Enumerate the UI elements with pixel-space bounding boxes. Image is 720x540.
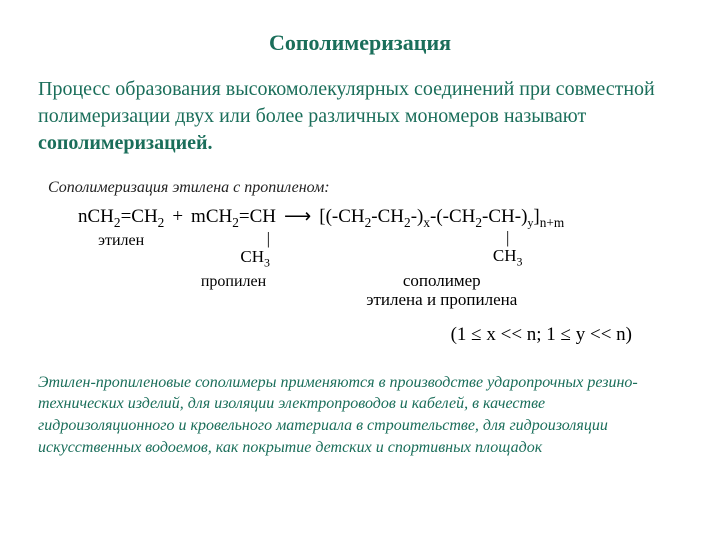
reaction-subtitle: Сополимеризация этилена с пропиленом:: [48, 179, 682, 197]
constraint-text: (1 ≤ x << n; 1 ≤ y << n): [38, 324, 632, 346]
reaction-equation: nCH2=CH2 этилен + mCH2=CH | CH3 пропилен…: [78, 207, 682, 310]
definition-text: Процесс образования высокомолекулярных с…: [38, 76, 682, 157]
page-title: Сополимеризация: [38, 30, 682, 56]
plus-sign: +: [172, 207, 183, 228]
slide: Сополимеризация Процесс образования высо…: [0, 0, 720, 540]
product-label: сополимер этилена и пропилена: [319, 271, 564, 310]
propylene-label: пропилен: [191, 271, 276, 291]
reaction-arrow: ⟶: [284, 207, 311, 228]
application-text: Этилен-пропиленовые сополимеры применяют…: [38, 372, 682, 458]
reactant-propylene: mCH2=CH | CH3 пропилен: [191, 207, 276, 291]
reactant-ethylene: nCH2=CH2 этилен: [78, 207, 164, 250]
product-copolymer: [(-CH2-CH2-)x-(-CH2 -CH-)y | CH3 ]n+m со…: [319, 207, 564, 310]
definition-prefix: Процесс образования высокомолекулярных с…: [38, 78, 655, 127]
ethylene-label: этилен: [78, 230, 164, 250]
definition-term: сополимеризацией.: [38, 132, 213, 154]
